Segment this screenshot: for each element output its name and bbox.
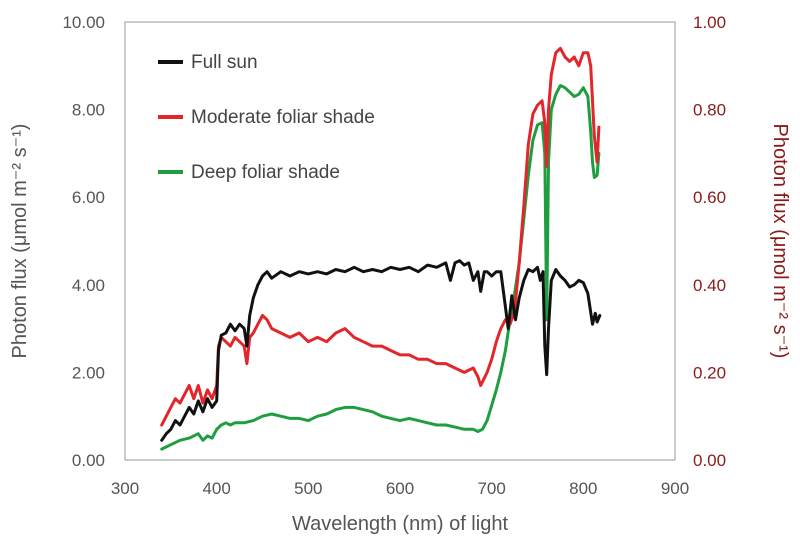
x-tick-label: 800 [569, 479, 597, 498]
x-tick-label: 600 [386, 479, 414, 498]
x-axis-ticks: 300 400 500 600 700 800 900 [111, 479, 689, 498]
right-tick-label: 0.40 [693, 276, 726, 295]
right-tick-label: 0.20 [693, 363, 726, 382]
right-tick-label: 0.80 [693, 101, 726, 120]
plot-area-frame [124, 21, 676, 461]
series-line-moderate-foliar-shade [160, 46, 601, 427]
x-tick-label: 400 [202, 479, 230, 498]
left-tick-label: 10.00 [62, 13, 105, 32]
right-axis-ticks: 0.00 0.20 0.40 0.60 0.80 1.00 [693, 13, 726, 470]
left-tick-label: 0.00 [72, 451, 105, 470]
x-axis-title: Wavelength (nm) of light [292, 513, 508, 535]
series-line-full-sun [160, 259, 602, 442]
x-tick-label: 700 [477, 479, 505, 498]
x-tick-label: 300 [111, 479, 139, 498]
x-tick-label: 900 [661, 479, 689, 498]
series-lines [160, 46, 602, 451]
right-tick-label: 1.00 [693, 13, 726, 32]
left-tick-label: 4.00 [72, 276, 105, 295]
legend-label-moderate-foliar-shade: Moderate foliar shade [191, 107, 375, 128]
left-axis-title: Photon flux (μmol m⁻² s⁻¹) [9, 124, 31, 359]
right-axis-title: Photon flux (μmol m⁻² s⁻¹) [769, 124, 791, 359]
legend-label-full-sun: Full sun [191, 52, 258, 73]
left-axis-ticks: 0.00 2.00 4.00 6.00 8.00 10.00 [62, 13, 105, 470]
right-tick-label: 0.00 [693, 451, 726, 470]
left-tick-label: 8.00 [72, 101, 105, 120]
x-tick-label: 500 [294, 479, 322, 498]
right-tick-label: 0.60 [693, 188, 726, 207]
left-tick-label: 2.00 [72, 363, 105, 382]
legend-label-deep-foliar-shade: Deep foliar shade [191, 162, 340, 183]
series-line-deep-foliar-shade [160, 84, 601, 451]
legend: Full sun Moderate foliar shade Deep foli… [158, 52, 375, 183]
left-tick-label: 6.00 [72, 188, 105, 207]
